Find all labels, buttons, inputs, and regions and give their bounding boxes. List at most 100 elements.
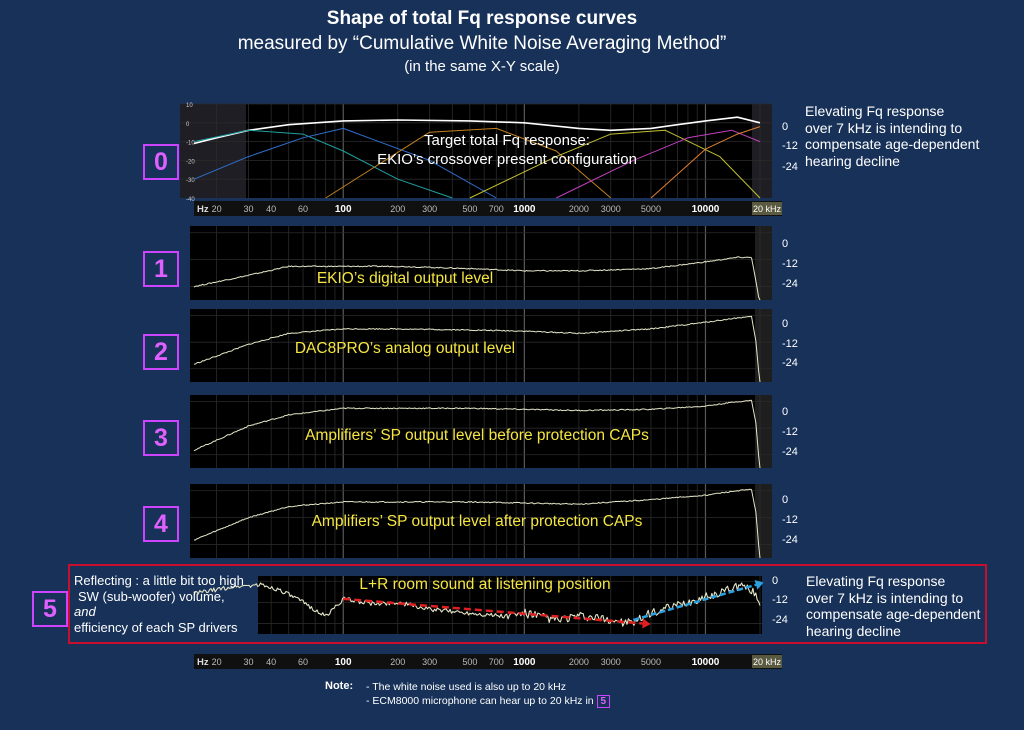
panel-caption-5: L+R room sound at listening position <box>359 576 610 593</box>
panel-badge-5: 5 <box>32 591 68 627</box>
y-tick-label: 0 <box>782 494 788 506</box>
y-tick-label: -20 <box>186 159 195 165</box>
footnote: Note: <box>325 680 353 692</box>
y-tick-label: -12 <box>772 594 788 606</box>
x-axis-bottom-tick-label: 3000 <box>601 657 621 667</box>
note-panel5-right: Elevating Fq response over 7 kHz is inte… <box>806 573 980 639</box>
response-trace-2 <box>193 315 761 383</box>
panel-badge-2: 2 <box>143 334 179 370</box>
panel-badge-0: 0 <box>143 144 179 180</box>
page-subtitle-scale: (in the same X-Y scale) <box>404 58 560 75</box>
y-tick-label: -24 <box>782 161 798 173</box>
y-tick-label: -24 <box>772 614 788 626</box>
x-axis-bottom-tick-label: 20 <box>212 657 222 667</box>
x-axis-top-tick-label: 100 <box>335 204 352 215</box>
x-axis-top-tick-label: 30 <box>244 204 254 214</box>
y-tick-label: -12 <box>782 140 798 152</box>
plot-area-3 <box>190 395 772 468</box>
x-axis-top-end-label: 20 kHz <box>753 204 782 214</box>
y-tick-label: -12 <box>782 338 798 350</box>
note-line: and <box>74 604 96 619</box>
x-axis-bottom-tick-label: 10000 <box>692 657 720 668</box>
note-line: over 7 kHz is intending to <box>806 589 964 606</box>
y-tick-label: 10 <box>186 103 193 109</box>
x-axis-top-tick-label: 20 <box>212 204 222 214</box>
panel-caption-0: Target total Fq response: <box>424 132 590 149</box>
x-axis-bottom-unit-label: Hz <box>197 657 209 668</box>
band3-curve <box>325 127 612 199</box>
panel-caption-2: DAC8PRO’s analog output level <box>295 340 515 357</box>
x-axis-bottom-tick-label: 200 <box>390 657 405 667</box>
note-line: SW (sub-woofer) volume, <box>78 588 225 604</box>
x-axis-bottom-tick-label: 60 <box>298 657 308 667</box>
note-line: Reflecting : a little bit too high <box>74 573 244 588</box>
note-line: Elevating Fq response <box>806 573 946 589</box>
x-axis-top-tick-label: 2000 <box>569 204 589 214</box>
response-trace-1 <box>193 256 761 301</box>
x-axis-top-tick-label: 10000 <box>692 204 720 215</box>
plot-shade-left <box>180 104 246 198</box>
page-title: Shape of total Fq response curves <box>326 8 638 29</box>
x-axis-bottom-end-box <box>752 655 782 668</box>
footnote-badge: 5 <box>596 695 611 708</box>
y-tick-label: 0 <box>782 318 788 330</box>
x-axis-bottom-end-label: 20 kHz <box>753 657 782 667</box>
trend-arrow-line <box>633 583 757 622</box>
plot-area-5 <box>258 576 762 634</box>
plot-area-1 <box>190 226 772 300</box>
band2-curve <box>193 127 497 199</box>
x-axis-bottom-tick-label: 30 <box>244 657 254 667</box>
x-axis-bottom-tick-label: 5000 <box>641 657 661 667</box>
plot-shade-right-3 <box>755 395 772 468</box>
note-line: compensate age-dependent <box>805 136 980 152</box>
x-axis-top-tick-label: 60 <box>298 204 308 214</box>
y-tick-label: -12 <box>782 426 798 438</box>
x-axis-bottom-tick-label: 1000 <box>513 657 536 668</box>
y-tick-label: -12 <box>782 514 798 526</box>
y-tick-label: 0 <box>772 575 778 587</box>
x-axis-top-tick-label: 700 <box>489 204 504 214</box>
trend-arrow-line <box>343 597 643 625</box>
note-line: compensate age-dependent <box>806 606 981 622</box>
x-axis-top-tick-label: 3000 <box>601 204 621 214</box>
x-axis-bottom-tick-label: 300 <box>422 657 437 667</box>
x-axis-top-tick-label: 40 <box>266 204 276 214</box>
x-axis-bottom-tick-label: 100 <box>335 657 352 668</box>
x-axis-top-tick-label: 1000 <box>513 204 536 215</box>
response-trace-4 <box>194 488 761 559</box>
note-panel5-left: Reflecting : a little bit too high SW (s… <box>74 573 244 635</box>
panel5-highlight-box <box>68 564 987 644</box>
trend-arrow-head <box>642 618 651 629</box>
y-tick-label: -24 <box>782 278 798 290</box>
total-curve <box>193 116 761 145</box>
x-axis-top-tick-label: 5000 <box>641 204 661 214</box>
plot-area-0 <box>180 104 772 198</box>
y-tick-label: 0 <box>782 121 788 133</box>
panel-badge-1: 1 <box>143 251 179 287</box>
x-axis-bottom-strip <box>194 654 782 669</box>
footnote-line-2: - ECM8000 microphone can hear up to 20 k… <box>366 695 611 708</box>
x-axis-top-end-box <box>752 202 782 215</box>
x-axis-bottom-tick-label: 2000 <box>569 657 589 667</box>
x-axis-bottom-tick-label: 500 <box>462 657 477 667</box>
page-subtitle: measured by “Cumulative White Noise Aver… <box>237 33 727 54</box>
y-tick-label: 0 <box>782 238 788 250</box>
y-tick-label: -10 <box>186 141 195 147</box>
plot-shade-right-2 <box>755 309 772 382</box>
x-axis-top-tick-label: 200 <box>390 204 405 214</box>
y-tick-label: 0 <box>782 406 788 418</box>
plot-area-4 <box>190 484 772 558</box>
note-line: efficiency of each SP drivers <box>74 619 238 635</box>
y-tick-label: -12 <box>782 258 798 270</box>
x-axis-top-strip <box>194 201 782 216</box>
panel-badge-3: 3 <box>143 420 179 456</box>
band1-curve <box>193 129 453 199</box>
note-top-right: Elevating Fq response over 7 kHz is inte… <box>805 103 979 169</box>
panel-caption-4: Amplifiers’ SP output level after protec… <box>312 513 643 530</box>
footnote-line-1: - The white noise used is also up to 20 … <box>366 681 566 693</box>
panel-badge-4: 4 <box>143 506 179 542</box>
y-tick-label: -30 <box>186 178 195 184</box>
footnote-line-2-text: - ECM8000 microphone can hear up to 20 k… <box>366 695 594 707</box>
plot-shade-right-4 <box>755 484 772 558</box>
